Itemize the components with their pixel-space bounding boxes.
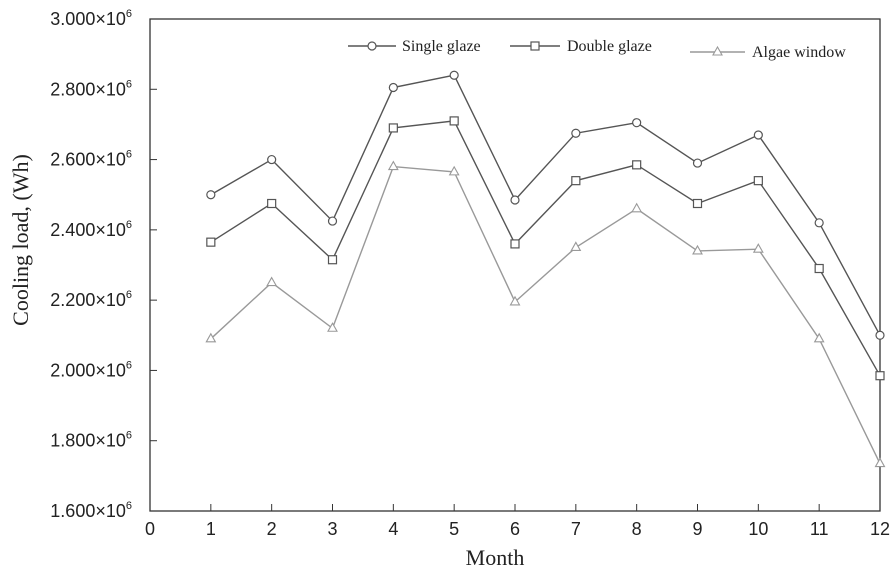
data-point-single-glaze: [510, 195, 520, 205]
series-single-glaze: [206, 70, 885, 340]
data-point-algae-window: [692, 244, 703, 255]
series-line-single-glaze: [210, 74, 881, 336]
data-point-double-glaze: [388, 123, 398, 133]
data-point-single-glaze: [632, 118, 642, 128]
legend-label-algae-window: Algae window: [752, 44, 846, 61]
x-tick-label: 4: [388, 519, 398, 539]
data-point-single-glaze: [875, 330, 885, 340]
data-point-algae-window: [752, 243, 764, 253]
x-tick-label: 2: [267, 519, 277, 539]
legend-label-double-glaze: Double glaze: [567, 38, 652, 55]
y-tick-label: 2.400×106: [50, 219, 132, 240]
x-tick-label: 9: [692, 519, 702, 539]
data-point-double-glaze: [632, 160, 642, 170]
x-tick-label: 7: [571, 519, 581, 539]
data-point-double-glaze: [814, 263, 824, 274]
series-algae-window: [205, 160, 886, 468]
data-point-double-glaze: [571, 176, 581, 186]
data-point-algae-window: [509, 295, 521, 306]
data-point-algae-window: [631, 202, 643, 213]
legend-label-single-glaze: Single glaze: [402, 38, 481, 55]
series-line-double-glaze: [210, 120, 881, 377]
data-point-double-glaze: [327, 255, 338, 265]
series-double-glaze: [206, 116, 885, 381]
y-tick-label: 2.200×106: [50, 289, 132, 310]
x-tick-label: 12: [870, 519, 890, 539]
data-point-single-glaze: [267, 154, 277, 165]
legend-marker-algae-window: [712, 45, 723, 56]
data-point-algae-window: [387, 160, 399, 171]
y-tick-label: 2.600×106: [50, 149, 132, 170]
x-tick-label: 6: [510, 519, 520, 539]
plot-frame: [149, 18, 881, 512]
y-tick-label: 3.000×106: [50, 8, 132, 29]
series-line-algae-window: [210, 165, 881, 464]
x-tick-label: 1: [206, 519, 216, 539]
data-point-double-glaze: [449, 116, 459, 126]
legend: Single glaze Double glaze Algae window: [348, 38, 846, 61]
data-point-single-glaze: [327, 216, 338, 226]
data-point-double-glaze: [753, 176, 763, 186]
data-point-algae-window: [205, 332, 217, 343]
series-group: [205, 70, 886, 468]
data-point-algae-window: [813, 332, 825, 343]
plot-axes: [149, 18, 881, 512]
y-tick-label: 1.600×106: [50, 500, 132, 521]
x-tick-label: 3: [327, 519, 337, 539]
y-tick-label: 1.800×106: [50, 430, 132, 451]
data-point-double-glaze: [692, 198, 703, 209]
data-point-algae-window: [327, 322, 338, 332]
data-point-single-glaze: [692, 158, 703, 168]
legend-marker-double-glaze: [530, 41, 540, 51]
data-point-double-glaze: [510, 239, 520, 249]
x-tick-label: 10: [748, 519, 768, 539]
data-point-single-glaze: [571, 128, 581, 138]
x-axis-ticks: 0 1 2 3 4 5 6 7 8 9 10 11 12: [145, 504, 890, 539]
data-point-algae-window: [570, 241, 582, 251]
y-tick-label: 2.000×106: [50, 359, 132, 380]
data-point-single-glaze: [449, 70, 459, 80]
data-point-algae-window: [874, 457, 886, 468]
data-point-single-glaze: [388, 82, 398, 93]
data-point-algae-window: [448, 165, 460, 176]
data-point-single-glaze: [206, 190, 216, 200]
y-tick-label: 2.800×106: [50, 78, 132, 99]
data-point-double-glaze: [875, 371, 885, 381]
data-point-algae-window: [266, 276, 278, 287]
data-point-double-glaze: [267, 198, 277, 209]
x-axis-title: Month: [466, 545, 525, 570]
data-point-single-glaze: [753, 130, 763, 140]
x-tick-label: 0: [145, 519, 155, 539]
y-axis-ticks: 1.600×106 1.800×106 2.000×106 2.200×106 2.40…: [50, 8, 157, 521]
data-point-single-glaze: [814, 218, 824, 228]
data-point-double-glaze: [206, 237, 216, 247]
y-axis-title: Cooling load, (Wh): [8, 154, 33, 326]
x-tick-label: 8: [632, 519, 642, 539]
x-tick-label: 5: [449, 519, 459, 539]
legend-marker-single-glaze: [367, 41, 377, 51]
x-tick-label: 11: [810, 519, 829, 539]
